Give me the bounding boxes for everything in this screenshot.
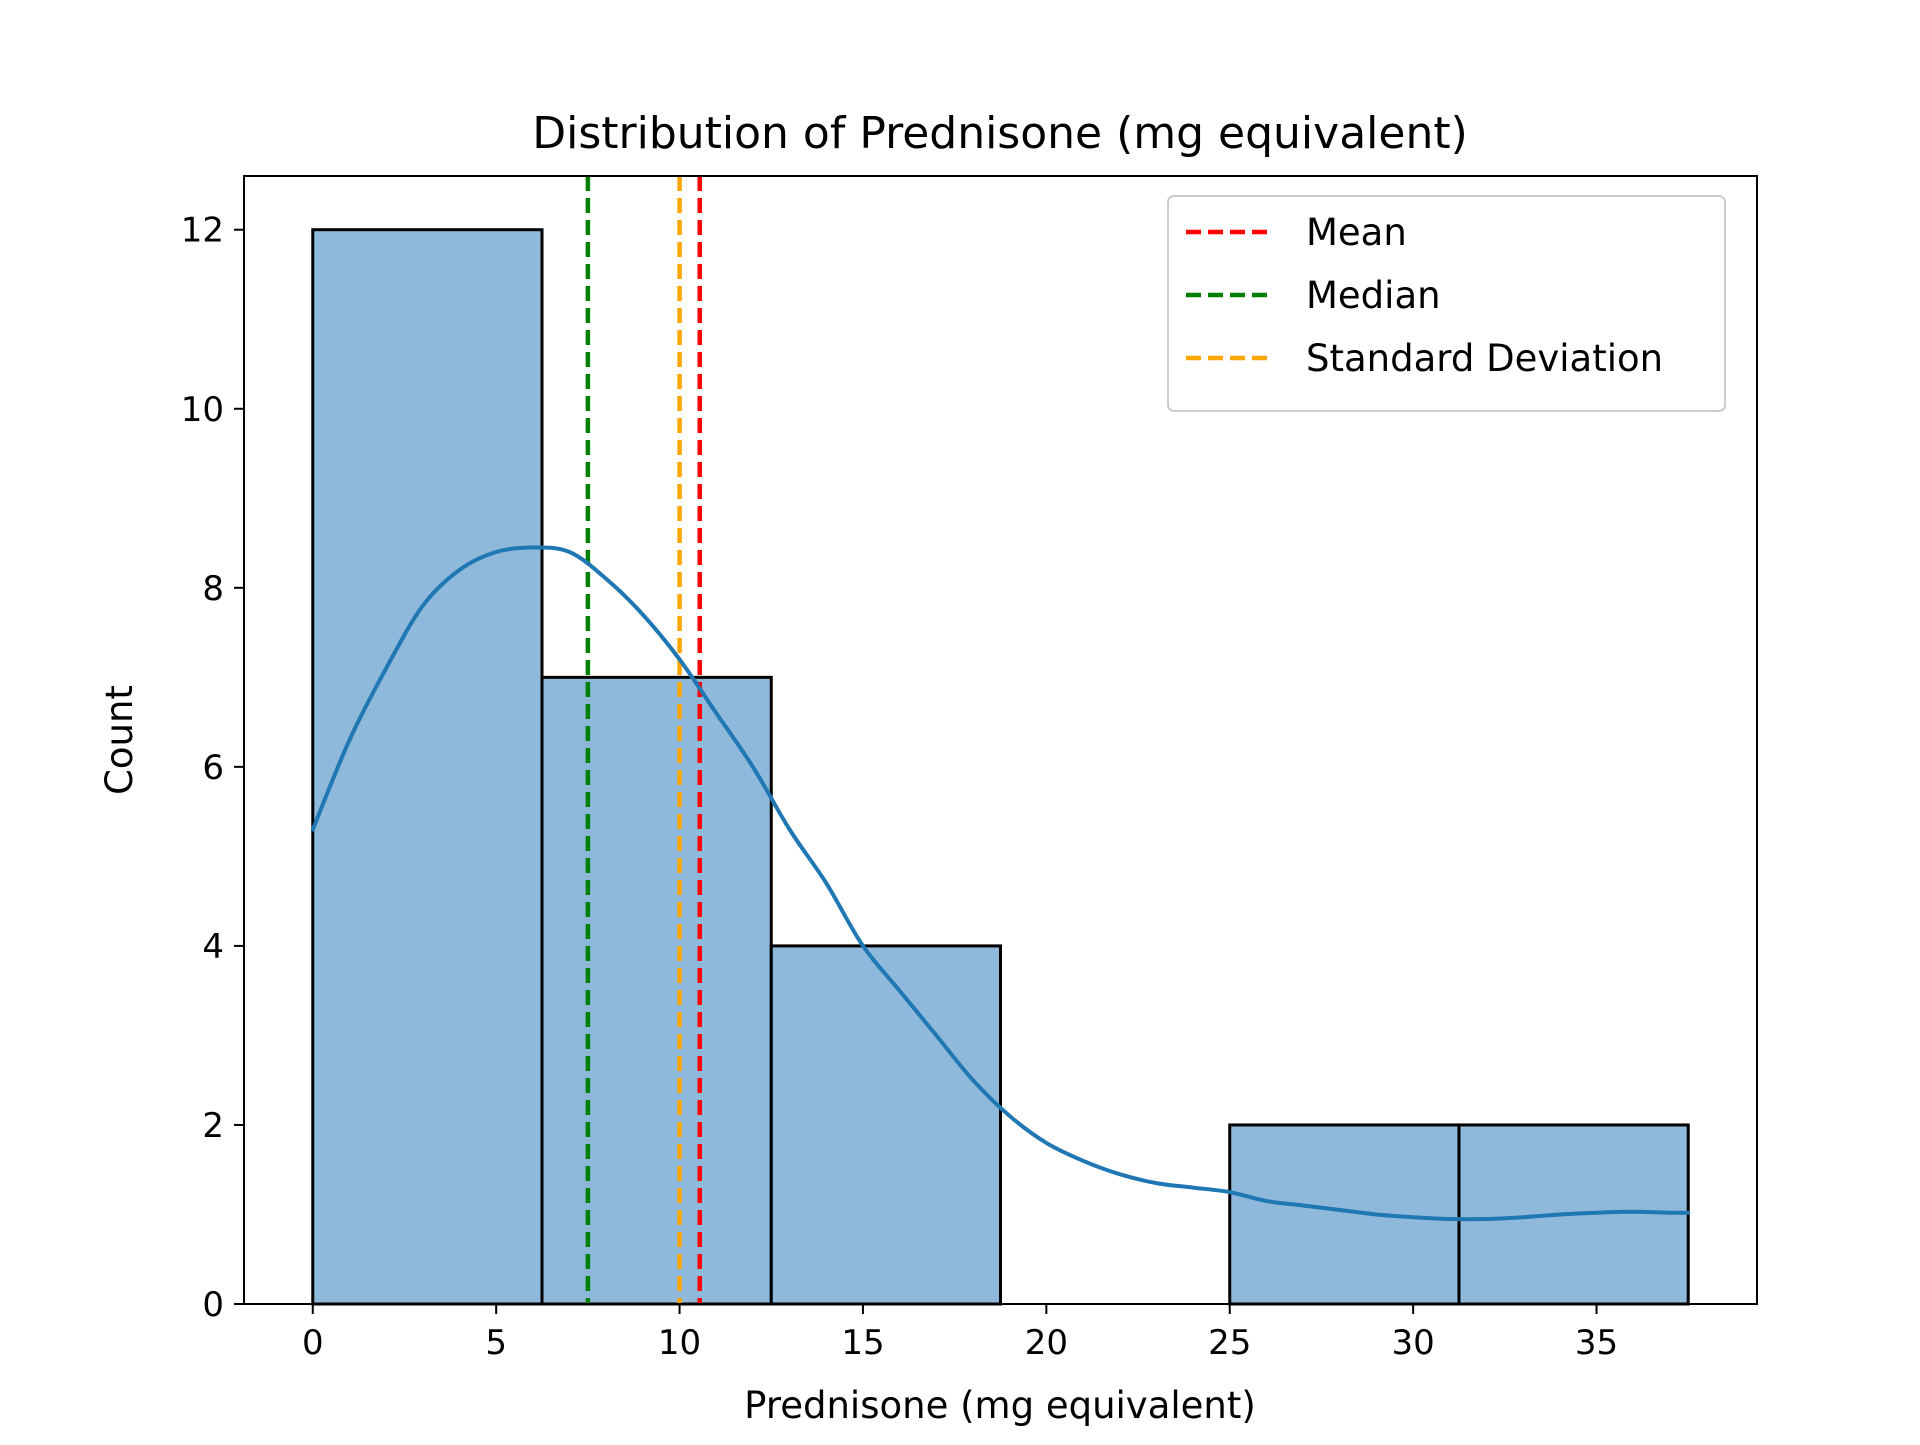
x-tick-label: 25 <box>1208 1323 1251 1363</box>
x-tick-label: 5 <box>485 1323 507 1363</box>
kde-layer <box>310 545 1691 1222</box>
y-axis-ticks: 0 2 4 6 8 10 12 <box>181 211 244 1325</box>
x-tick-label: 20 <box>1025 1323 1068 1363</box>
histogram-bar-4 <box>1228 1123 1461 1306</box>
legend-label: Standard Deviation <box>1306 337 1663 380</box>
y-tick-label: 10 <box>181 390 224 430</box>
y-tick-label: 8 <box>202 569 224 609</box>
kde-curve <box>310 545 1691 1222</box>
y-axis-title: Count <box>98 685 141 795</box>
y-tick-label: 12 <box>181 211 224 251</box>
y-tick-label: 0 <box>202 1285 224 1325</box>
legend-box <box>1167 195 1726 412</box>
x-tick-label: 15 <box>841 1323 884 1363</box>
histogram-bar-1 <box>540 675 773 1306</box>
legend-label: Mean <box>1306 211 1407 254</box>
x-axis-ticks: 0 5 10 15 20 25 30 35 <box>302 1304 1618 1363</box>
legend-label: Median <box>1306 274 1441 317</box>
x-tick-label: 10 <box>658 1323 701 1363</box>
x-tick-label: 0 <box>302 1323 324 1363</box>
chart-title: Distribution of Prednisone (mg equivalen… <box>532 108 1468 159</box>
x-tick-label: 35 <box>1575 1323 1618 1363</box>
x-axis-title: Prednisone (mg equivalent) <box>744 1384 1256 1427</box>
plot-area-frame <box>243 175 1758 1305</box>
bars-layer <box>311 228 1690 1306</box>
x-tick-label: 30 <box>1392 1323 1435 1363</box>
y-tick-label: 2 <box>202 1106 224 1146</box>
histogram-bar-2 <box>769 944 1002 1306</box>
y-tick-label: 4 <box>202 927 224 967</box>
y-tick-label: 6 <box>202 748 224 788</box>
reference-lines-layer <box>585 176 702 1304</box>
legend: Mean Median Standard Deviation <box>1167 195 1726 412</box>
histogram-bar-0 <box>311 228 544 1306</box>
